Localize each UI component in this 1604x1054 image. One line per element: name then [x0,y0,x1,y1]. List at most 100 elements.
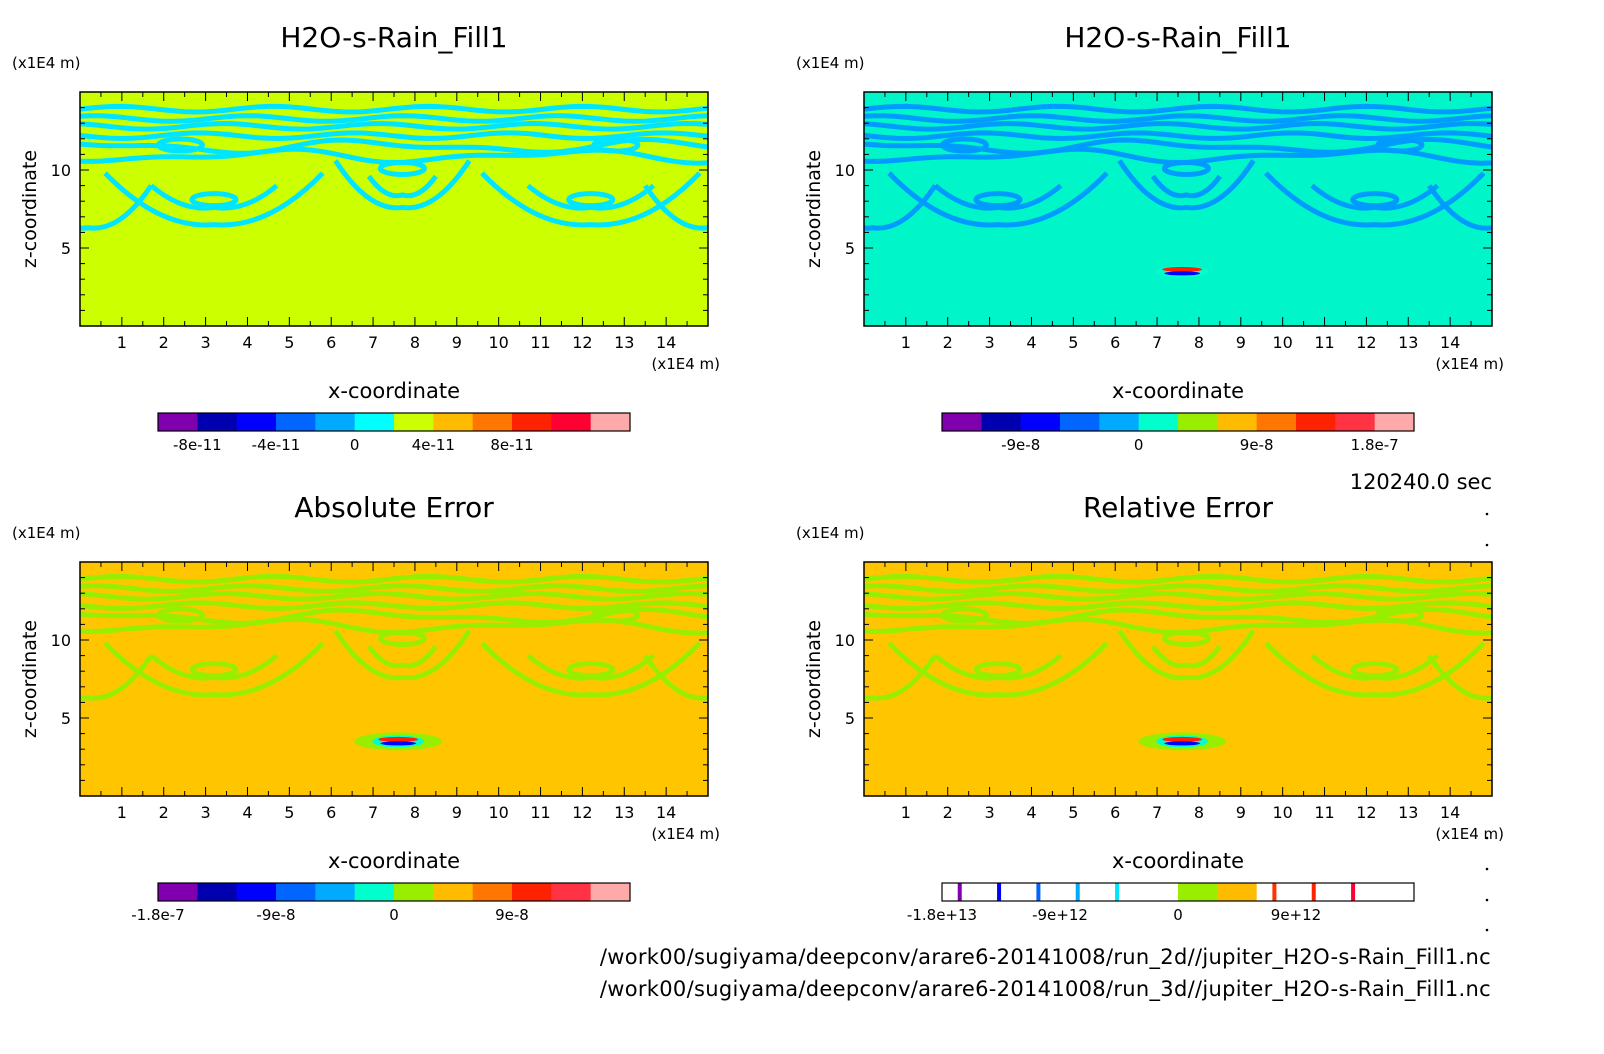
x-tick-label: 8 [410,333,420,352]
chart-title: Absolute Error [294,491,494,524]
marker-dot [1485,836,1489,840]
x-tick-label: 3 [201,803,211,822]
x-tick-label: 1 [117,803,127,822]
x-tick-label: 2 [943,333,953,352]
colorbar-swatch [551,883,592,901]
x-unit-label: (x1E4 m) [1435,825,1504,843]
colorbar-label: 0 [389,906,399,924]
x-tick-label: 7 [368,333,378,352]
x-axis-label: x-coordinate [328,849,460,873]
x-tick-label: 6 [1110,333,1120,352]
x-tick-label: 4 [1026,803,1036,822]
x-unit-label: (x1E4 m) [651,355,720,373]
x-axis-label: x-coordinate [328,379,460,403]
chart-panel-2: H2O-s-Rain_Fill1(x1E4 m)1 2 3 4 5 6 7 8 9 10 11 12 1… [796,21,1504,454]
x-tick-label: 3 [985,333,995,352]
chart-title: H2O-s-Rain_Fill1 [1064,21,1291,54]
field-pattern [864,103,1492,231]
x-tick-label: 7 [1152,333,1162,352]
colorbar-swatch [1020,883,1061,901]
x-tick-label: 1 [117,333,127,352]
x-tick-label: 12 [572,333,592,352]
x-tick-label: 10 [1272,803,1292,822]
x-unit-label: (x1E4 m) [1435,355,1504,373]
field-pattern [80,103,708,231]
axes [79,91,709,327]
colorbar-stripe [957,883,962,901]
x-tick-label: 10 [488,333,508,352]
colorbar-swatch [1178,883,1218,901]
colorbar-swatch [315,883,356,901]
x-tick-label: 1 [901,333,911,352]
marker-dot [1485,512,1489,516]
field-feature [1156,265,1209,278]
colorbar-label: -9e-8 [256,906,295,924]
colorbar-swatch [512,413,552,431]
field-feature [354,732,443,751]
colorbar-swatch [472,883,513,901]
colorbar-stripe [1311,883,1316,901]
x-tick-label: 12 [572,803,592,822]
axes [863,561,1493,797]
y-unit-label: (x1E4 m) [796,524,865,542]
colorbar-frame [941,412,1415,432]
x-tick-label: 14 [656,333,676,352]
colorbar-swatch [158,413,198,431]
colorbar-stripe [1351,883,1356,901]
x-tick-label: 9 [452,333,462,352]
colorbar-label: 0 [1173,906,1183,924]
colorbar-swatch [1335,883,1376,901]
chart-title: Relative Error [1083,491,1274,524]
marker-dot [1485,898,1489,902]
x-tick-label: 12 [1356,803,1376,822]
field-pattern [80,573,708,701]
x-tick-label: 4 [242,803,252,822]
colorbar-swatch [1296,883,1336,901]
field-feature [1138,732,1227,751]
x-tick-label: 10 [488,803,508,822]
x-tick-label: 2 [159,333,169,352]
y-tick-label: 5 [845,239,855,258]
x-axis-label: x-coordinate [1112,849,1244,873]
colorbar-swatch [1099,883,1140,901]
x-tick-label: 9 [1236,803,1246,822]
colorbar-swatch [1060,883,1100,901]
x-tick-label: 2 [943,803,953,822]
colorbar-swatch [315,413,356,431]
colorbar-swatch [1256,883,1297,901]
x-tick-label: 6 [326,333,336,352]
chart-panel-4: Relative Error(x1E4 m)1 2 3 4 5 6 7 8 9 10 11 12 13 1… [796,491,1504,924]
y-axis-label: z-coordinate [19,150,41,268]
colorbar-label: -8e-11 [173,436,222,454]
colorbar-swatch [981,413,1022,431]
x-tick-label: 5 [1068,333,1078,352]
y-axis-label: z-coordinate [19,620,41,738]
colorbar-label: 1.8e-7 [1351,436,1399,454]
x-tick-label: 11 [1314,803,1334,822]
colorbar-swatch [1020,413,1061,431]
x-tick-label: 5 [1068,803,1078,822]
colorbar-swatch [1335,413,1376,431]
colorbar-swatch [433,883,474,901]
colorbar: -1.8e-7 -9e-8 0 9e-8 [131,882,631,924]
colorbar-label: 9e-8 [1240,436,1274,454]
colorbar-swatch [276,883,316,901]
colorbar-label: 0 [1134,436,1144,454]
colorbar-label: -9e+12 [1032,906,1088,924]
x-tick-label: 6 [326,803,336,822]
colorbar-stripe [1115,883,1120,901]
x-tick-label: 14 [1440,333,1460,352]
y-unit-label: (x1E4 m) [12,54,81,72]
chart-title: H2O-s-Rain_Fill1 [280,21,507,54]
colorbar-label: -1.8e-7 [131,906,184,924]
x-tick-label: 13 [614,803,634,822]
colorbar-swatch [276,413,316,431]
colorbar-swatch [197,883,238,901]
colorbar-swatch [158,883,198,901]
y-unit-label: (x1E4 m) [796,54,865,72]
x-tick-label: 8 [1194,333,1204,352]
x-tick-label: 7 [368,803,378,822]
x-tick-label: 3 [201,333,211,352]
chart-panel-3: Absolute Error(x1E4 m)1 2 3 4 5 6 7 8 9 10 11 12 13 1… [12,491,720,924]
x-tick-label: 13 [1398,803,1418,822]
